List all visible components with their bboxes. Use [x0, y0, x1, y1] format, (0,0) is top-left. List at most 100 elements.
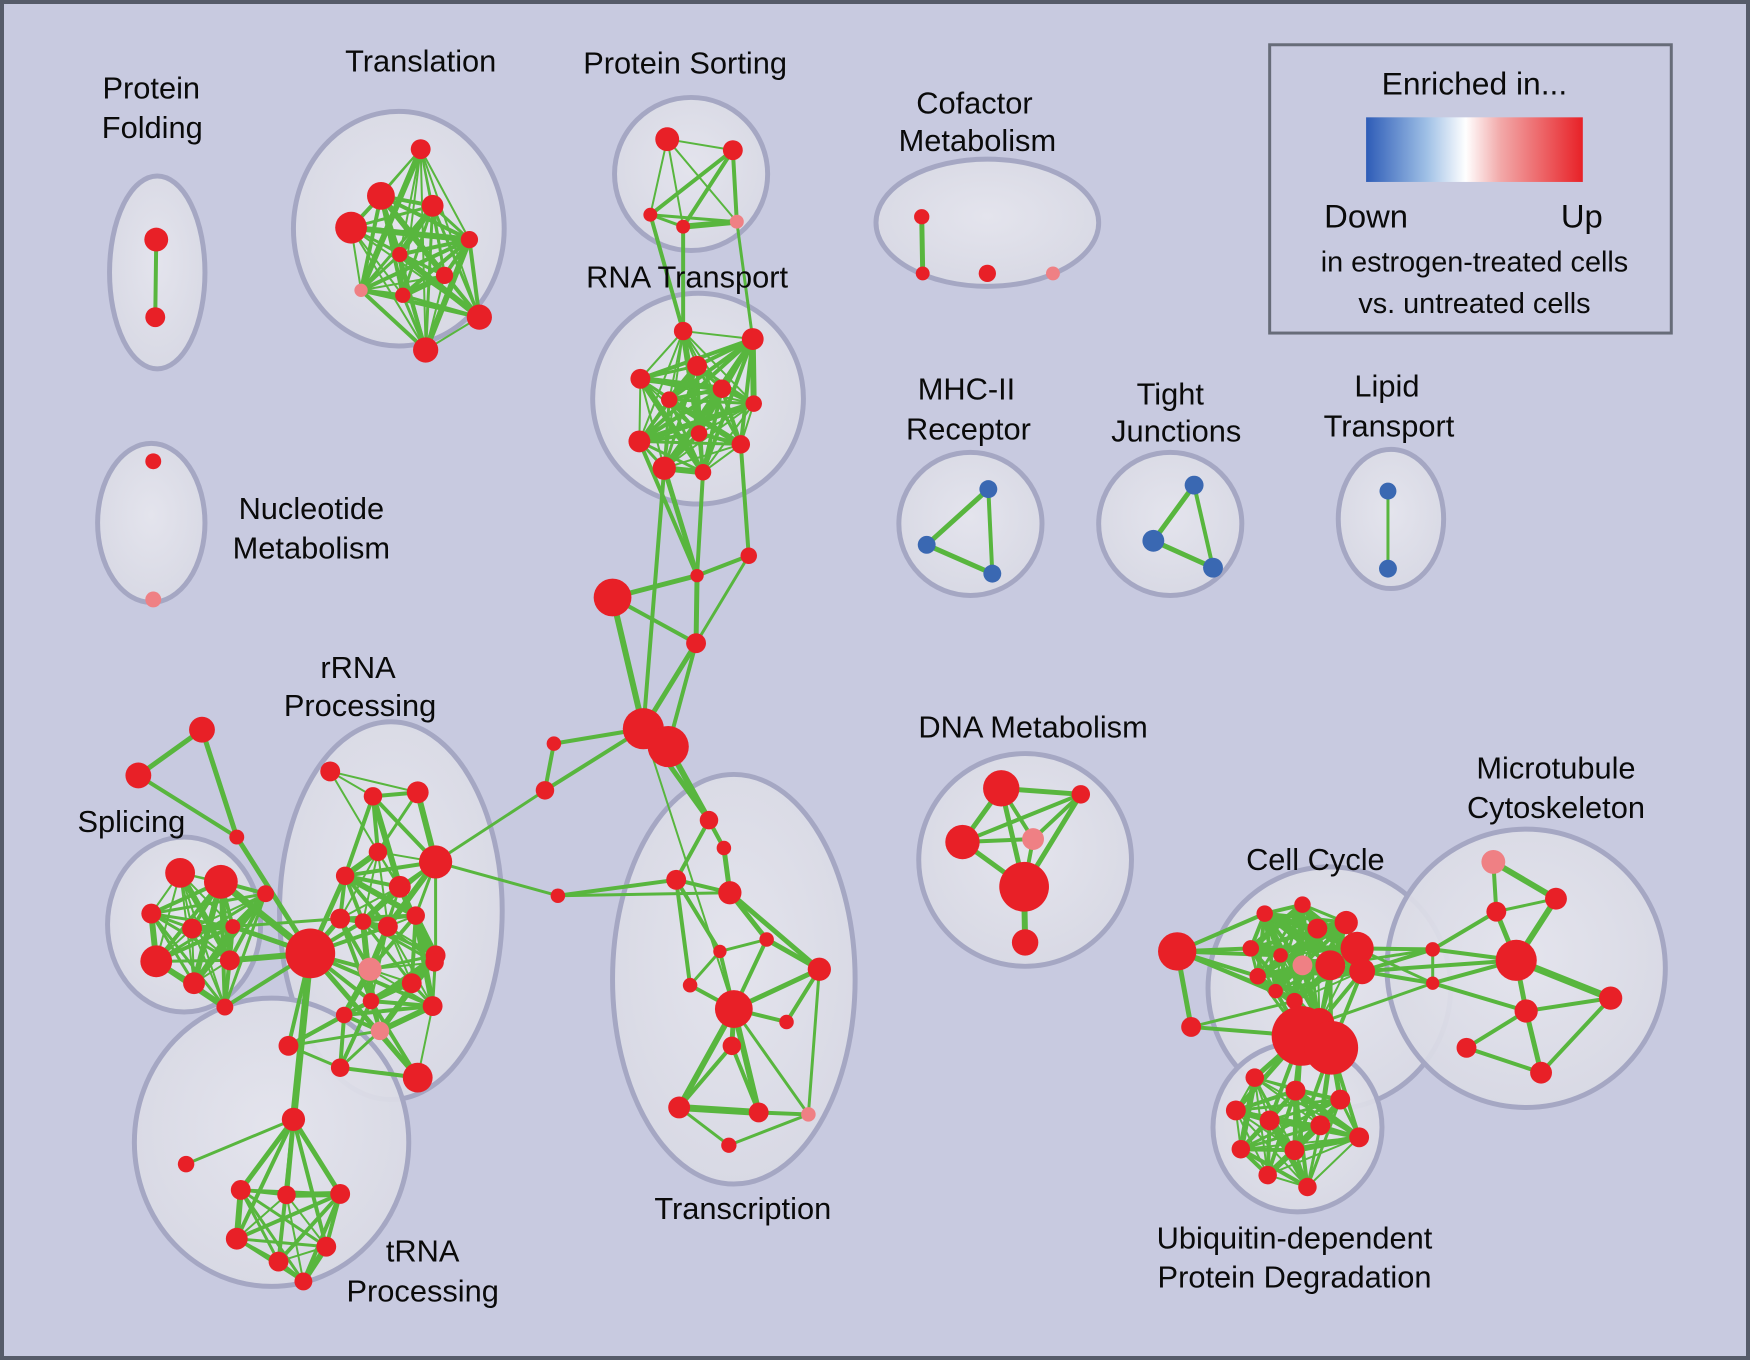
gene-set-node-red	[435, 266, 454, 285]
gene-set-node-red	[673, 321, 693, 341]
gene-set-node-red	[978, 264, 996, 283]
enrichment-edge	[638, 330, 685, 443]
legend-subtitle-line1: in estrogen-treated cells	[1321, 246, 1629, 278]
gene-set-node-red	[759, 932, 774, 947]
gene-set-node-red	[690, 425, 708, 442]
cluster-label-transcription: Transcription	[654, 1191, 831, 1226]
gene-set-node-red	[395, 287, 411, 303]
enrichment-edge	[738, 442, 751, 558]
gene-set-node-red	[402, 1062, 433, 1093]
gene-set-node-blue	[1379, 559, 1397, 578]
cluster-label-translation: Translation	[345, 44, 496, 79]
enrichment-edge	[358, 146, 424, 294]
gene-set-node-red	[1315, 950, 1346, 981]
gene-set-node-blue	[1203, 557, 1223, 578]
gene-set-node-red	[335, 866, 355, 886]
cluster-label-trna-processing: Processing	[346, 1273, 498, 1308]
enrichment-edge	[666, 138, 685, 228]
enrichment-edge	[376, 850, 389, 928]
gene-set-node-red	[1599, 986, 1623, 1010]
legend: Enriched in... Down Up in estrogen-treated …	[1268, 43, 1673, 335]
enrichment-edge	[637, 439, 705, 474]
gene-set-node-red	[140, 945, 173, 978]
enrichment-edge	[667, 398, 756, 406]
enrichment-edge	[434, 788, 547, 864]
gene-set-node-red	[643, 207, 658, 222]
gene-set-node-red	[268, 1251, 289, 1272]
enrichment-edge	[359, 288, 428, 352]
cluster-label-lipid-transport: Transport	[1324, 408, 1455, 443]
enrichment-edge	[1247, 901, 1306, 952]
gene-set-node-red	[320, 761, 341, 782]
enrichment-edge	[1291, 1134, 1363, 1154]
enrichment-edge	[732, 1007, 810, 1116]
gene-set-node-pink	[145, 591, 162, 608]
enrichment-edge	[400, 237, 472, 298]
enrichment-edge	[1524, 996, 1613, 1014]
enrichment-edge	[663, 443, 742, 470]
gene-set-node-red	[1426, 976, 1440, 990]
gene-set-node-red	[219, 950, 240, 971]
enrichment-edge	[227, 891, 268, 963]
enrichment-edge	[1539, 996, 1613, 1075]
cluster-label-mhc-ii-receptor: MHC-II	[918, 372, 1016, 407]
enrichment-edge	[1192, 483, 1215, 570]
legend-down-label: Down	[1324, 198, 1408, 235]
cluster-lipid-transport	[1335, 446, 1447, 592]
gene-set-node-red	[779, 1014, 794, 1030]
gene-set-node-pink	[801, 1107, 816, 1122]
enrichment-edge	[806, 967, 821, 1116]
enrichment-edge	[648, 148, 735, 217]
enrichment-edge	[681, 148, 735, 229]
cluster-label-mhc-ii-receptor: Receptor	[906, 411, 1031, 446]
gene-set-node-red	[668, 1096, 691, 1119]
enrichment-edge	[637, 439, 743, 446]
enrichment-edge	[1274, 969, 1364, 993]
cluster-label-microtubule-cytoskeleton: Cytoskeleton	[1467, 790, 1645, 825]
enrichment-edge	[727, 1112, 810, 1147]
enrichment-edge	[360, 274, 446, 292]
gene-set-node-red	[377, 916, 398, 937]
enrichment-edge	[682, 330, 754, 341]
enrichment-edge	[609, 594, 647, 732]
gene-set-node-red	[535, 781, 555, 800]
enrichment-edge	[1360, 958, 1519, 974]
enrichment-edge	[924, 542, 995, 577]
gene-set-node-red	[1225, 1100, 1246, 1121]
enrichment-edge	[135, 727, 205, 778]
cluster-label-ubiquitin-degradation: Ubiquitin-dependent	[1157, 1221, 1433, 1256]
enrichment-edge	[636, 400, 757, 445]
enrichment-edge	[1150, 482, 1197, 544]
enrichment-edge	[238, 1116, 296, 1193]
gene-set-node-red	[1514, 999, 1538, 1023]
gene-set-node-red	[1286, 992, 1303, 1010]
cluster-label-nucleotide-metabolism: Nucleotide	[239, 491, 385, 526]
gene-set-node-red	[335, 211, 368, 244]
gene-set-node-red	[368, 842, 388, 862]
enrichment-edge	[680, 218, 740, 230]
gene-set-node-red	[721, 1137, 737, 1153]
enrichment-edge	[419, 148, 471, 241]
gene-set-node-red	[694, 463, 712, 481]
gene-set-node-red	[722, 1036, 742, 1056]
enrichment-edge	[348, 224, 473, 243]
enrichment-edge	[674, 818, 711, 882]
enrichment-edge	[149, 892, 268, 916]
gene-set-node-red	[362, 992, 380, 1010]
enrichment-edge	[919, 214, 926, 276]
legend-title: Enriched in...	[1382, 65, 1568, 101]
gene-set-node-red	[647, 726, 689, 768]
cluster-label-trna-processing: tRNA	[386, 1234, 460, 1269]
gene-set-node-red	[690, 568, 704, 583]
enrichment-edge	[277, 1193, 288, 1263]
cluster-tight-junctions	[1096, 449, 1245, 598]
gene-set-node-blue	[979, 480, 998, 499]
enrichment-edge	[1317, 981, 1435, 1025]
enrichment-edge	[434, 860, 560, 898]
enrichment-edge	[960, 792, 1083, 845]
enrichment-edge	[637, 375, 706, 476]
gene-set-node-red	[460, 230, 479, 249]
gene-set-node-red	[1256, 905, 1273, 922]
gene-set-node-red	[1011, 929, 1039, 956]
gene-set-node-red	[983, 770, 1020, 807]
